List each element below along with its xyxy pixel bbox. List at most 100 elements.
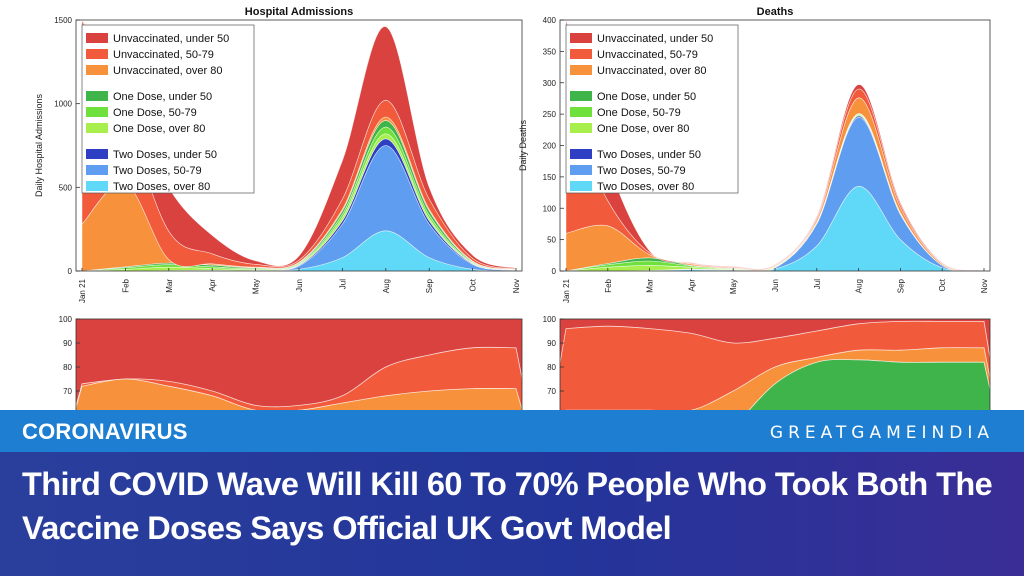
area-unvaccinated-over-80: [76, 378, 522, 410]
x-tick-label: Jan 21: [78, 278, 87, 303]
y-tick-label: 80: [63, 363, 72, 372]
deaths-percent-chart: 70 80 90 100: [543, 315, 991, 410]
x-tick-label: May: [729, 279, 738, 294]
x-tick-label: Aug: [382, 279, 391, 293]
y-axis-label: Daily Deaths: [518, 119, 528, 171]
y-tick-label: 80: [547, 363, 556, 372]
x-tick-label: Sep: [896, 278, 905, 293]
legend-swatch-two-doses-50-79: [570, 165, 592, 175]
x-tick-label: Oct: [938, 278, 947, 291]
x-tick-label: Aug: [855, 279, 864, 293]
y-tick-label: 70: [547, 387, 556, 396]
plot-area: [76, 20, 522, 271]
y-tick-label: 400: [543, 16, 557, 25]
article-headline[interactable]: Third COVID Wave Will Kill 60 To 70% Peo…: [22, 466, 993, 546]
chart-title: Hospital Admissions: [245, 6, 353, 18]
x-tick-label: Mar: [165, 279, 174, 293]
legend-swatch-two-doses-over-80: [570, 181, 592, 191]
legend-swatch-unvaccinated-50-79: [86, 49, 108, 59]
y-tick-label: 90: [63, 339, 72, 348]
legend-swatch-two-doses-under-50: [86, 149, 108, 159]
y-axis-label: Daily Hospital Admissions: [34, 93, 44, 197]
y-tick-label: 100: [543, 204, 557, 213]
legend-label-unvaccinated-50-79: Unvaccinated, 50-79: [597, 49, 698, 61]
x-tick-label: Apr: [208, 279, 217, 292]
category-strip: [0, 410, 1024, 452]
legend-label-two-doses-50-79: Two Doses, 50-79: [597, 165, 686, 177]
legend-swatch-two-doses-under-50: [570, 149, 592, 159]
x-tick-label: Feb: [121, 278, 130, 292]
area-one-dose-under-50: [748, 359, 990, 410]
legend-label-unvaccinated-over-80: Unvaccinated, over 80: [113, 65, 222, 77]
axes-frame: [75, 318, 523, 410]
x-tick-label: Jan 21: [562, 278, 571, 303]
legend-swatch-unvaccinated-over-80: [570, 65, 592, 75]
y-tick-label: 250: [543, 110, 557, 119]
legend-swatch-unvaccinated-under-50: [570, 33, 592, 43]
y-tick-label: 1000: [54, 100, 72, 109]
deaths-chart: 0 50 100 150 200 250 300 350 400 Jan 21 Feb Mar Apr M…: [518, 6, 991, 303]
chart-title: Deaths: [757, 6, 794, 18]
x-tick-label: Jun: [771, 279, 780, 292]
y-tick-label: 500: [59, 183, 73, 192]
y-tick-label: 150: [543, 173, 557, 182]
x-tick-label: Mar: [646, 279, 655, 293]
legend-swatch-unvaccinated-50-79: [570, 49, 592, 59]
y-tick-label: 0: [552, 267, 557, 276]
y-tick-label: 350: [543, 47, 557, 56]
legend-label-unvaccinated-under-50: Unvaccinated, under 50: [597, 33, 713, 45]
legend-swatch-one-dose-50-79: [570, 107, 592, 117]
legend: [565, 24, 739, 194]
legend-label-two-doses-over-80: Two Doses, over 80: [113, 181, 210, 193]
x-tick-label: Feb: [604, 278, 613, 292]
hospital-admissions-chart: 0 500 1000 1500 Jan 21 Feb Mar Apr May Jun Jul Aug S…: [34, 6, 523, 303]
legend-label-one-dose-under-50: One Dose, under 50: [597, 91, 696, 103]
legend-label-unvaccinated-50-79: Unvaccinated, 50-79: [113, 49, 214, 61]
legend-label-one-dose-over-80: One Dose, over 80: [113, 123, 205, 135]
x-tick-label: May: [252, 279, 261, 294]
x-tick-label: Apr: [687, 279, 696, 292]
legend-label-unvaccinated-under-50: Unvaccinated, under 50: [113, 33, 229, 45]
x-tick-label: Jul: [338, 279, 347, 289]
legend-label-two-doses-under-50: Two Doses, under 50: [113, 149, 217, 161]
y-tick-label: 300: [543, 79, 557, 88]
legend-label-one-dose-50-79: One Dose, 50-79: [597, 107, 681, 119]
brand-name: GREATGAMEINDIA: [769, 423, 994, 443]
legend-swatch-one-dose-under-50: [570, 91, 592, 101]
legend-swatch-two-doses-over-80: [86, 181, 108, 191]
legend-label-two-doses-under-50: Two Doses, under 50: [597, 149, 701, 161]
y-tick-label: 0: [68, 267, 73, 276]
x-tick-label: Sep: [425, 278, 434, 293]
axes-frame: [559, 318, 991, 410]
legend-label-one-dose-under-50: One Dose, under 50: [113, 91, 212, 103]
y-tick-label: 50: [547, 236, 556, 245]
x-tick-label: Nov: [512, 279, 521, 293]
legend-swatch-unvaccinated-over-80: [86, 65, 108, 75]
legend-swatch-unvaccinated-under-50: [86, 33, 108, 43]
legend-label-unvaccinated-over-80: Unvaccinated, over 80: [597, 65, 706, 77]
y-tick-label: 100: [543, 315, 557, 324]
legend-swatch-two-doses-50-79: [86, 165, 108, 175]
y-tick-label: 1500: [54, 16, 72, 25]
plot-area: [76, 319, 522, 410]
x-tick-label: Jun: [295, 279, 304, 292]
area-unvaccinated-under-50: [81, 20, 517, 270]
category-label[interactable]: CORONAVIRUS: [22, 419, 188, 444]
legend-label-two-doses-over-80: Two Doses, over 80: [597, 181, 694, 193]
y-tick-label: 90: [547, 339, 556, 348]
legend-swatch-one-dose-under-50: [86, 91, 108, 101]
x-tick-label: Jul: [813, 279, 822, 289]
y-tick-label: 70: [63, 387, 72, 396]
legend-swatch-one-dose-50-79: [86, 107, 108, 117]
legend: [81, 24, 255, 194]
y-tick-label: 200: [543, 142, 557, 151]
legend-swatch-one-dose-over-80: [86, 123, 108, 133]
x-tick-label: Oct: [469, 278, 478, 291]
y-tick-label: 100: [59, 315, 73, 324]
plot-area: [560, 319, 990, 410]
legend-label-one-dose-50-79: One Dose, 50-79: [113, 107, 197, 119]
x-tick-label: Nov: [980, 279, 989, 293]
legend-swatch-one-dose-over-80: [570, 123, 592, 133]
